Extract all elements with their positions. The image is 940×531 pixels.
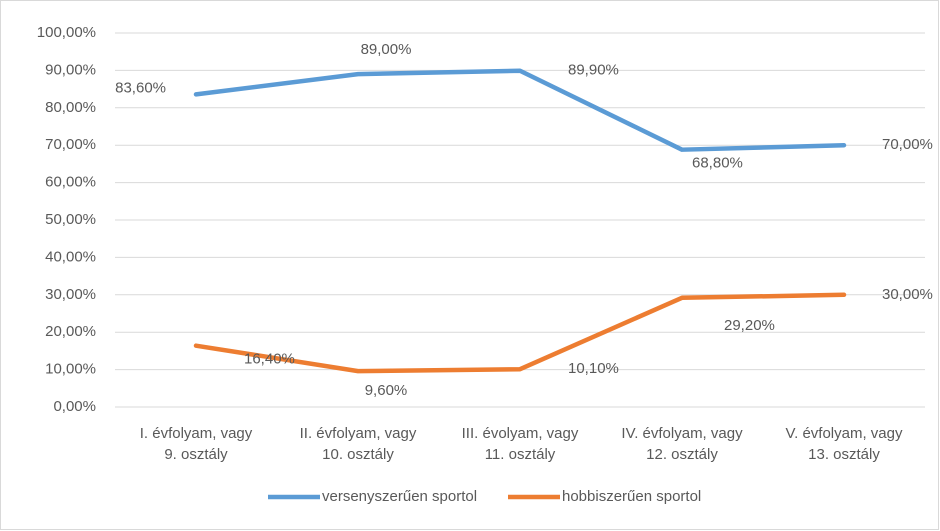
legend-label: hobbiszerűen sportol <box>562 488 701 505</box>
y-tick-label: 10,00% <box>45 361 96 378</box>
data-label: 9,60% <box>365 382 408 399</box>
y-tick-label: 80,00% <box>45 99 96 116</box>
series-line <box>193 68 847 152</box>
data-label: 70,00% <box>882 136 933 153</box>
legend-label: versenyszerűen sportol <box>322 488 477 505</box>
data-label: 30,00% <box>882 286 933 303</box>
series-line <box>193 292 847 374</box>
y-tick-label: 30,00% <box>45 286 96 303</box>
x-tick-label: II. évfolyam, vagy 10. osztály <box>299 425 417 463</box>
y-tick-label: 50,00% <box>45 211 96 228</box>
data-label: 16,40% <box>244 351 295 368</box>
data-label: 89,90% <box>568 62 619 79</box>
x-tick-label: IV. évfolyam, vagy 12. osztály <box>621 425 743 463</box>
y-tick-label: 70,00% <box>45 136 96 153</box>
y-tick-label: 100,00% <box>37 24 96 41</box>
y-tick-label: 0,00% <box>53 398 96 415</box>
data-label: 10,10% <box>568 360 619 377</box>
x-tick-label: I. évfolyam, vagy 9. osztály <box>139 425 253 463</box>
x-tick-label: III. évolyam, vagy 11. osztály <box>461 425 579 463</box>
data-label: 83,60% <box>115 79 166 96</box>
data-label: 89,00% <box>361 41 412 58</box>
y-tick-label: 60,00% <box>45 174 96 191</box>
x-tick-label: V. évfolyam, vagy 13. osztály <box>785 425 903 463</box>
data-label: 68,80% <box>692 155 743 172</box>
data-label: 29,20% <box>724 317 775 334</box>
y-tick-label: 90,00% <box>45 61 96 78</box>
y-tick-label: 20,00% <box>45 323 96 340</box>
y-tick-label: 40,00% <box>45 248 96 265</box>
